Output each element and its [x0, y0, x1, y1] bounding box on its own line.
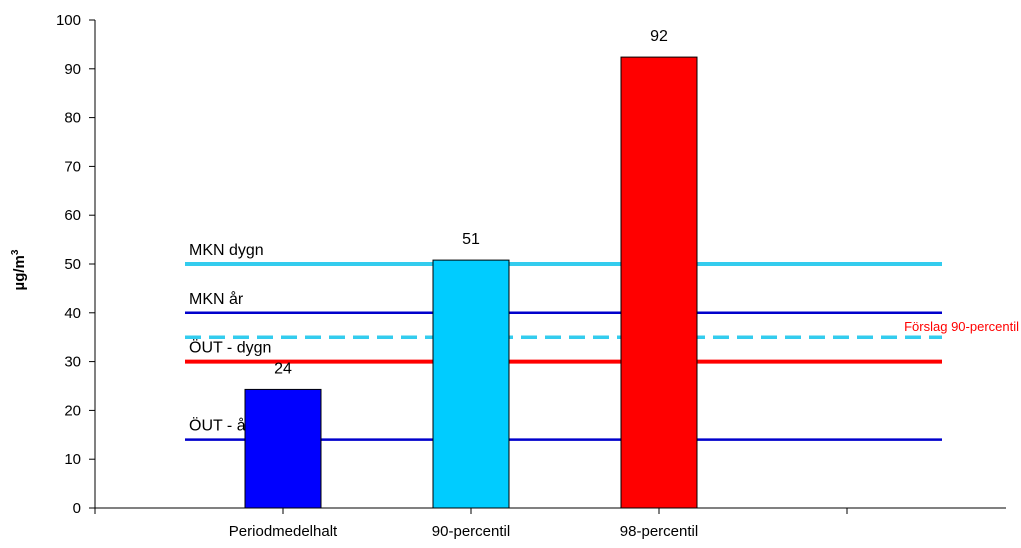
reference-line-label: ÖUT - år — [189, 417, 252, 435]
y-axis-label-base: µg/m — [11, 255, 28, 290]
y-tick-label: 10 — [64, 451, 81, 468]
x-tick-label: Periodmedelhalt — [229, 523, 338, 540]
y-tick-label: 0 — [73, 500, 81, 517]
bar — [620, 56, 698, 509]
y-tick-label: 60 — [64, 207, 81, 224]
y-axis-label: µg/m3 — [10, 249, 28, 290]
reference-line-label: Förslag 90-percentil — [904, 319, 1019, 334]
y-tick-label: 50 — [64, 256, 81, 273]
y-axis-label-superscript: 3 — [10, 249, 21, 255]
reference-line-label: ÖUT - dygn — [189, 339, 271, 357]
y-tick-label: 20 — [64, 402, 81, 419]
reference-lines: MKN dygn MKN år Förslag 90-percentil ÖUT - … — [185, 242, 1019, 441]
bars: 24 51 92 — [244, 28, 698, 509]
bar — [432, 259, 510, 509]
y-tick-label: 70 — [64, 158, 81, 175]
bar — [244, 388, 322, 509]
y-tick-label: 80 — [64, 110, 81, 127]
y-tick-label: 30 — [64, 354, 81, 371]
reference-line-label: MKN år — [189, 290, 244, 308]
data-label: 92 — [650, 28, 668, 45]
y-tick-label: 100 — [56, 12, 81, 29]
x-tick-label: 90-percentil — [432, 523, 510, 540]
axes: 0 10 20 30 40 50 60 70 80 90 100 Periodmedelhalt 90-… — [56, 12, 1006, 540]
y-tick-label: 40 — [64, 305, 81, 322]
data-label: 24 — [274, 360, 292, 377]
reference-line-label: MKN dygn — [189, 242, 264, 259]
y-tick-label: 90 — [64, 61, 81, 78]
x-tick-label: 98-percentil — [620, 523, 698, 540]
data-label: 51 — [462, 231, 480, 248]
